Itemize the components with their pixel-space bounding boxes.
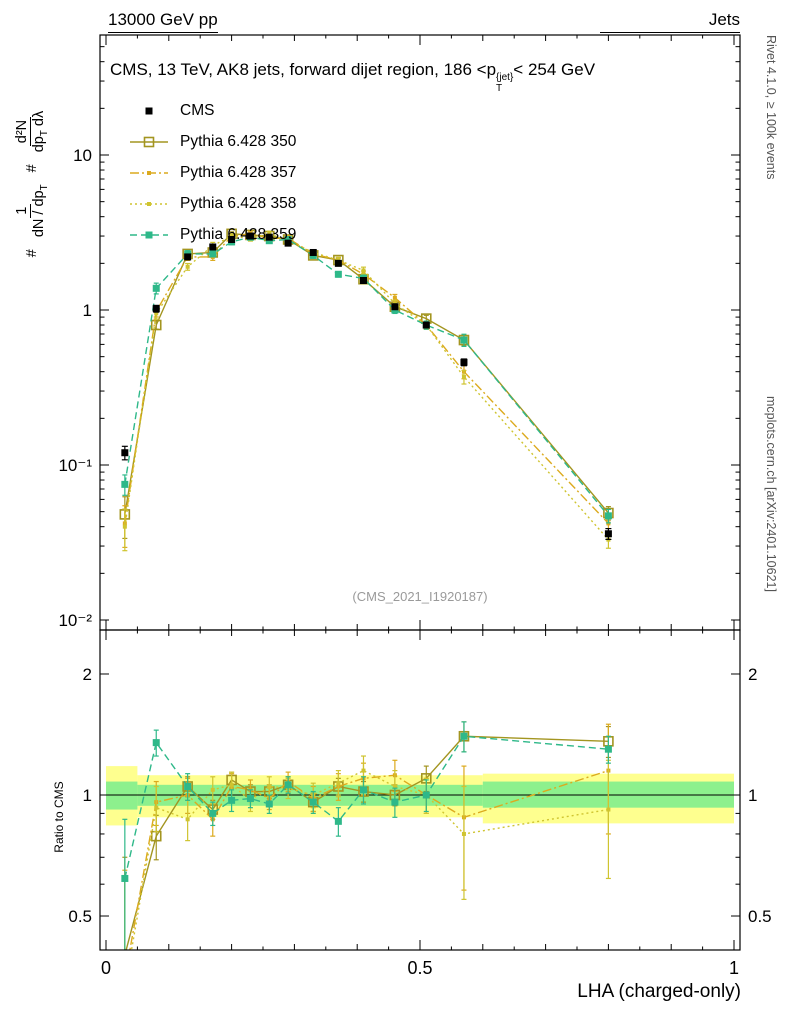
- legend-item-pythia-359: Pythia 6.428 359: [128, 224, 296, 246]
- header-beam-label: 13000 GeV pp: [108, 10, 218, 33]
- legend-label: CMS: [180, 102, 215, 119]
- ratio-series: [119, 721, 614, 950]
- x-tick-label: 0.5: [407, 958, 432, 978]
- y-main-tick-label: 1: [83, 301, 92, 320]
- y-main-tick-label: 10⁻¹: [58, 456, 92, 475]
- mcplots-citation-note: mcplots.cern.ch [arXiv:2401.10621]: [764, 396, 778, 592]
- legend-label: Pythia 6.428 359: [180, 226, 297, 243]
- x-tick-label: 1: [729, 958, 739, 978]
- legend-marker-sample: [130, 171, 168, 175]
- x-tick-label: 0: [101, 958, 111, 978]
- y-main-tick-label: 10: [73, 146, 92, 165]
- legend-item-pythia-358: Pythia 6.428 358: [128, 193, 296, 215]
- title-prefix: CMS, 13 TeV, AK8 jets, forward dijet reg…: [110, 60, 497, 79]
- y-ratio-tick-label-left: 0.5: [68, 907, 92, 926]
- legend-item-cms: CMS: [128, 100, 296, 122]
- ylabel-fraction-2: d²N dpT dλ: [13, 110, 51, 153]
- legend-label: Pythia 6.428 357: [180, 164, 297, 181]
- ylabel-hash-1: #: [24, 249, 40, 258]
- y-main-tick-label: 10⁻²: [58, 611, 92, 630]
- ylabel-fraction-1: 1 dN / dpT: [13, 184, 51, 238]
- legend-marker-sample: [130, 202, 168, 206]
- y-ratio-tick-label-left: 1: [83, 786, 92, 805]
- legend-item-pythia-357: Pythia 6.428 357: [128, 162, 296, 184]
- title-pt-stack: {jet} T: [496, 72, 514, 94]
- legend-marker-sample: [145, 107, 153, 115]
- y-ratio-tick-label-right: 2: [748, 665, 757, 684]
- y-ratio-tick-label-right: 0.5: [748, 907, 772, 926]
- legend-marker-sample: [130, 231, 168, 239]
- title-suffix: < 254 GeV: [513, 60, 596, 79]
- y-axis-label-main: # 1 dN / dpT # d²N dpT dλ: [8, 30, 56, 330]
- legend-label: Pythia 6.428 358: [180, 195, 297, 212]
- title-superscript: {jet}: [496, 72, 514, 83]
- y-ratio-tick-label-left: 2: [83, 665, 92, 684]
- legend-marker-sample: [130, 136, 168, 148]
- main-series: [119, 228, 614, 552]
- y-axis-label-ratio: Ratio to CMS: [52, 781, 66, 853]
- x-axis-title: LHA (charged-only): [577, 981, 741, 1002]
- analysis-id-watermark: (CMS_2021_I1920187): [352, 589, 488, 604]
- axes: 10 1 10⁻¹ 10⁻² 0.5 0.5 1 1 2 2 0 0.5 1: [58, 34, 772, 978]
- header-process-label: Jets: [600, 10, 740, 33]
- ratio-uncertainty-bands: [100, 766, 740, 826]
- ylabel-hash-2: #: [24, 164, 40, 173]
- rivet-version-note: Rivet 4.1.0, ≥ 100k events: [764, 35, 778, 180]
- legend-label: Pythia 6.428 350: [180, 133, 297, 150]
- plot-title: CMS, 13 TeV, AK8 jets, forward dijet reg…: [110, 60, 595, 94]
- title-subscript: T: [496, 82, 503, 94]
- y-ratio-tick-label-right: 1: [748, 786, 757, 805]
- legend-item-pythia-350: Pythia 6.428 350: [128, 131, 296, 153]
- legend: CMS Pythia 6.428 350 Pythia 6.428 357 Pythi…: [128, 100, 296, 246]
